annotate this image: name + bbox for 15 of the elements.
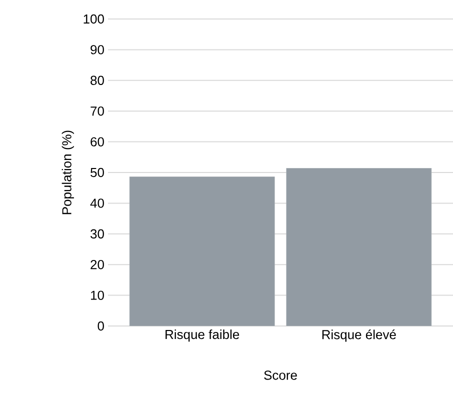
y-tick-label: 50 xyxy=(90,168,104,178)
y-tick-label: 90 xyxy=(90,45,104,54)
y-tick-label: 0 xyxy=(98,321,104,331)
y-tick-label: 10 xyxy=(91,290,104,300)
x-axis-title: Score xyxy=(264,370,297,380)
y-tick-label: 100 xyxy=(84,14,104,24)
y-tick-label: 30 xyxy=(90,229,104,238)
y-tick-label: 70 xyxy=(90,106,104,116)
x-tick-label: Risque faible xyxy=(166,330,240,342)
y-tick-label: 60 xyxy=(90,137,104,146)
y-tick-label: 80 xyxy=(90,76,104,85)
y-tick-label: 20 xyxy=(90,260,104,270)
y-axis-title: Population (%) xyxy=(62,130,74,214)
y-tick-label: 40 xyxy=(90,198,104,208)
x-tick-label: Risque élevé xyxy=(322,330,396,342)
